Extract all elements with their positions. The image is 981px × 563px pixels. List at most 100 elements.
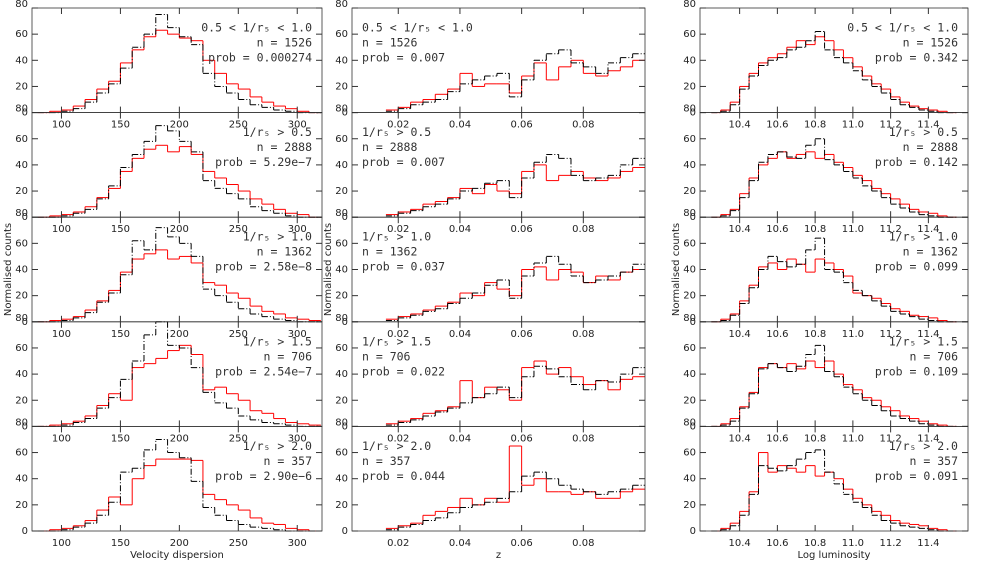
y-tick-label: 0 (22, 317, 28, 328)
annotation: 1/r₅ > 0.5 (362, 125, 431, 139)
annotation: prob = 0.037 (362, 260, 445, 274)
x-tick-label: 100 (52, 120, 71, 131)
y-tick-label: 0 (342, 421, 348, 432)
y-tick-label: 80 (335, 313, 348, 324)
y-tick-label: 60 (683, 238, 696, 249)
y-axis-label: Normalised counts (3, 223, 14, 316)
y-tick-label: 40 (15, 160, 28, 171)
x-tick-label: 0.08 (572, 120, 594, 131)
annotation: prob = 2.90e−6 (215, 469, 312, 483)
y-tick-label: 0 (690, 212, 696, 223)
x-tick-label: 250 (229, 329, 248, 340)
y-tick-label: 80 (335, 104, 348, 115)
annotation: n = 1526 (257, 36, 312, 50)
x-tick-label: 10.6 (766, 433, 788, 444)
x-tick-label: 10.6 (766, 538, 788, 549)
annotation: prob = 2.58e−8 (215, 260, 312, 274)
x-tick-label: 250 (229, 224, 248, 235)
annotation: 1/r₅ > 1.5 (889, 334, 958, 348)
x-tick-label: 300 (288, 120, 307, 131)
x-tick-label: 10.6 (766, 120, 788, 131)
y-tick-label: 60 (683, 448, 696, 459)
x-tick-label: 0.04 (449, 538, 471, 549)
y-tick-label: 20 (683, 186, 696, 197)
x-tick-label: 0.04 (449, 120, 471, 131)
x-tick-label: 250 (229, 538, 248, 549)
x-tick-label: 11.4 (917, 224, 939, 235)
y-tick-label: 0 (342, 212, 348, 223)
y-tick-label: 20 (15, 81, 28, 92)
x-tick-label: 11.2 (879, 538, 901, 549)
annotation: n = 357 (264, 454, 313, 468)
x-tick-label: 0.04 (449, 224, 471, 235)
annotation: 1/r₅ > 0.5 (243, 125, 312, 139)
y-tick-label: 40 (15, 55, 28, 66)
x-tick-label: 100 (52, 329, 71, 340)
x-tick-label: 10.4 (729, 329, 751, 340)
y-tick-label: 40 (683, 265, 696, 276)
annotation: n = 2888 (903, 140, 958, 154)
annotation: prob = 5.29e−7 (215, 155, 312, 169)
x-tick-label: 10.8 (804, 120, 826, 131)
y-tick-label: 80 (15, 0, 28, 10)
y-tick-label: 20 (335, 186, 348, 197)
x-tick-label: 0.06 (510, 538, 532, 549)
annotation: 1/r₅ > 1.5 (362, 334, 431, 348)
x-tick-label: 250 (229, 433, 248, 444)
x-tick-label: 300 (288, 224, 307, 235)
y-tick-label: 80 (335, 417, 348, 428)
annotation: 1/r₅ > 1.0 (362, 230, 431, 244)
annotation: n = 1526 (903, 36, 958, 50)
y-tick-label: 0 (22, 108, 28, 119)
x-tick-label: 11.0 (842, 120, 864, 131)
y-tick-label: 40 (683, 55, 696, 66)
x-tick-label: 150 (111, 538, 130, 549)
x-tick-label: 11.0 (842, 433, 864, 444)
y-tick-label: 20 (683, 500, 696, 511)
y-tick-label: 0 (690, 108, 696, 119)
y-tick-label: 40 (335, 160, 348, 171)
y-tick-label: 80 (683, 104, 696, 115)
y-tick-label: 40 (335, 265, 348, 276)
y-tick-label: 40 (683, 160, 696, 171)
y-tick-label: 20 (683, 395, 696, 406)
y-tick-label: 60 (335, 134, 348, 145)
annotation: 1/r₅ > 2.0 (362, 439, 431, 453)
y-tick-label: 40 (15, 474, 28, 485)
annotation: n = 706 (362, 349, 411, 363)
y-tick-label: 20 (15, 500, 28, 511)
y-tick-label: 20 (15, 186, 28, 197)
y-tick-label: 40 (683, 474, 696, 485)
y-tick-label: 60 (15, 448, 28, 459)
y-tick-label: 60 (683, 343, 696, 354)
annotation: prob = 0.091 (875, 469, 958, 483)
y-tick-label: 0 (690, 421, 696, 432)
y-tick-label: 60 (15, 134, 28, 145)
annotation: prob = 0.007 (362, 155, 445, 169)
x-tick-label: 0.02 (387, 224, 409, 235)
annotation: n = 357 (910, 454, 959, 468)
annotation: n = 1362 (903, 245, 958, 259)
x-tick-label: 11.2 (879, 329, 901, 340)
x-tick-label: 0.08 (572, 538, 594, 549)
x-tick-label: 300 (288, 433, 307, 444)
annotation: n = 1362 (362, 245, 417, 259)
annotation: 1/r₅ > 1.0 (243, 230, 312, 244)
y-tick-label: 20 (683, 291, 696, 302)
annotation: 1/r₅ > 1.0 (889, 230, 958, 244)
annotation: 1/r₅ > 2.0 (243, 439, 312, 453)
x-tick-label: 0.06 (510, 433, 532, 444)
x-tick-label: 0.04 (449, 433, 471, 444)
y-tick-label: 20 (335, 500, 348, 511)
x-tick-label: 11.2 (879, 120, 901, 131)
annotation: 1/r₅ > 2.0 (889, 439, 958, 453)
x-tick-label: 150 (111, 120, 130, 131)
annotation: 0.5 < 1/r₅ < 1.0 (847, 21, 958, 35)
x-tick-label: 11.2 (879, 224, 901, 235)
y-tick-label: 0 (342, 526, 348, 537)
y-tick-label: 40 (683, 369, 696, 380)
x-tick-label: 10.4 (729, 120, 751, 131)
annotation: n = 706 (264, 349, 313, 363)
